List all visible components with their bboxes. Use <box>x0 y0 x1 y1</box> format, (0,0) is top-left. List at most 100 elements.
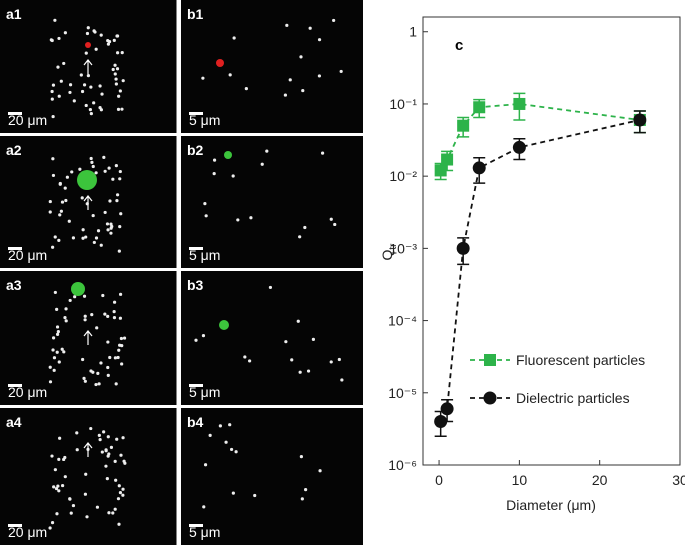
image-panel <box>181 136 363 268</box>
particle <box>340 378 344 382</box>
arrow <box>83 330 93 345</box>
particle <box>84 472 88 476</box>
particle <box>105 477 109 481</box>
particle <box>79 73 83 77</box>
panel-label: a4 <box>6 414 22 430</box>
particle <box>301 88 305 93</box>
particle <box>95 326 99 330</box>
scale-bar-label: 5 μm <box>189 112 220 128</box>
particle <box>244 87 248 91</box>
particle <box>283 93 288 97</box>
particle <box>61 483 65 488</box>
particle <box>114 82 118 86</box>
particle <box>97 382 101 386</box>
y-axis-label-sub: tr <box>388 243 399 250</box>
particle <box>58 436 62 440</box>
particle <box>55 512 59 516</box>
particle <box>113 459 117 463</box>
particle <box>311 337 316 341</box>
particle <box>99 243 103 247</box>
particle <box>67 219 71 223</box>
particle <box>84 235 88 239</box>
particle <box>268 285 273 290</box>
particle <box>106 340 110 344</box>
particle <box>306 369 311 373</box>
particle <box>58 182 62 186</box>
particle <box>111 511 115 515</box>
panel-label: b1 <box>187 6 204 22</box>
particle <box>224 440 228 444</box>
particle <box>63 475 67 479</box>
particle <box>300 497 304 501</box>
particle <box>64 307 68 311</box>
particle <box>218 424 222 428</box>
particle <box>112 310 116 314</box>
particle <box>72 99 76 103</box>
panel-label: b3 <box>187 277 204 293</box>
particle <box>106 228 110 232</box>
particle <box>212 158 217 162</box>
particle <box>98 84 102 88</box>
particle <box>112 300 117 304</box>
particle <box>57 36 61 41</box>
particle <box>114 77 118 81</box>
particle <box>111 67 115 72</box>
y-tick-label: 10⁻⁴ <box>388 313 417 329</box>
scale-bar-label: 20 μm <box>8 524 47 540</box>
particle <box>81 357 85 362</box>
particle <box>81 228 85 232</box>
particle <box>121 79 125 83</box>
particle <box>104 449 108 453</box>
particle <box>119 212 123 216</box>
x-tick-label: 20 <box>592 472 608 488</box>
marker <box>434 415 448 429</box>
x-tick-label: 0 <box>435 472 443 488</box>
particle <box>51 336 56 340</box>
particle <box>65 175 69 179</box>
particle <box>85 515 89 519</box>
particle <box>71 236 76 240</box>
particle <box>318 469 322 473</box>
particle <box>51 114 55 119</box>
arrow <box>83 442 93 457</box>
marker <box>512 140 526 154</box>
particle <box>56 484 60 488</box>
particle <box>107 511 111 515</box>
particle <box>212 172 216 176</box>
particle <box>89 426 93 431</box>
particle <box>103 210 107 215</box>
particle <box>62 61 66 66</box>
particle <box>118 89 122 93</box>
particle <box>54 486 59 491</box>
particle <box>64 198 68 203</box>
particle <box>84 103 88 108</box>
particle <box>115 198 119 203</box>
particle <box>105 222 110 226</box>
particle <box>96 371 100 375</box>
particle <box>96 229 101 233</box>
particle <box>83 314 87 318</box>
chart: c Diameter (μm) Qtr 10⁻⁶ 10⁻⁵ 10⁻⁴ 10⁻³ 10⁻²… <box>379 16 685 513</box>
particle <box>92 240 96 245</box>
particle <box>113 72 117 76</box>
particle <box>99 108 103 112</box>
particle <box>108 199 112 203</box>
particle <box>80 89 85 94</box>
particle <box>53 468 57 472</box>
particle <box>55 325 60 329</box>
particle <box>115 34 119 38</box>
particle <box>59 79 63 83</box>
image-panel <box>0 271 178 405</box>
particle <box>109 222 113 226</box>
particle <box>73 295 77 299</box>
panel-label: a1 <box>6 6 22 22</box>
particle <box>119 336 124 341</box>
particle <box>102 430 106 434</box>
x-axis-label: Diameter (μm) <box>506 497 596 513</box>
particle <box>48 210 52 214</box>
particle <box>56 330 60 334</box>
particle <box>317 74 322 78</box>
particle <box>98 438 102 442</box>
scale-bar <box>8 524 22 527</box>
